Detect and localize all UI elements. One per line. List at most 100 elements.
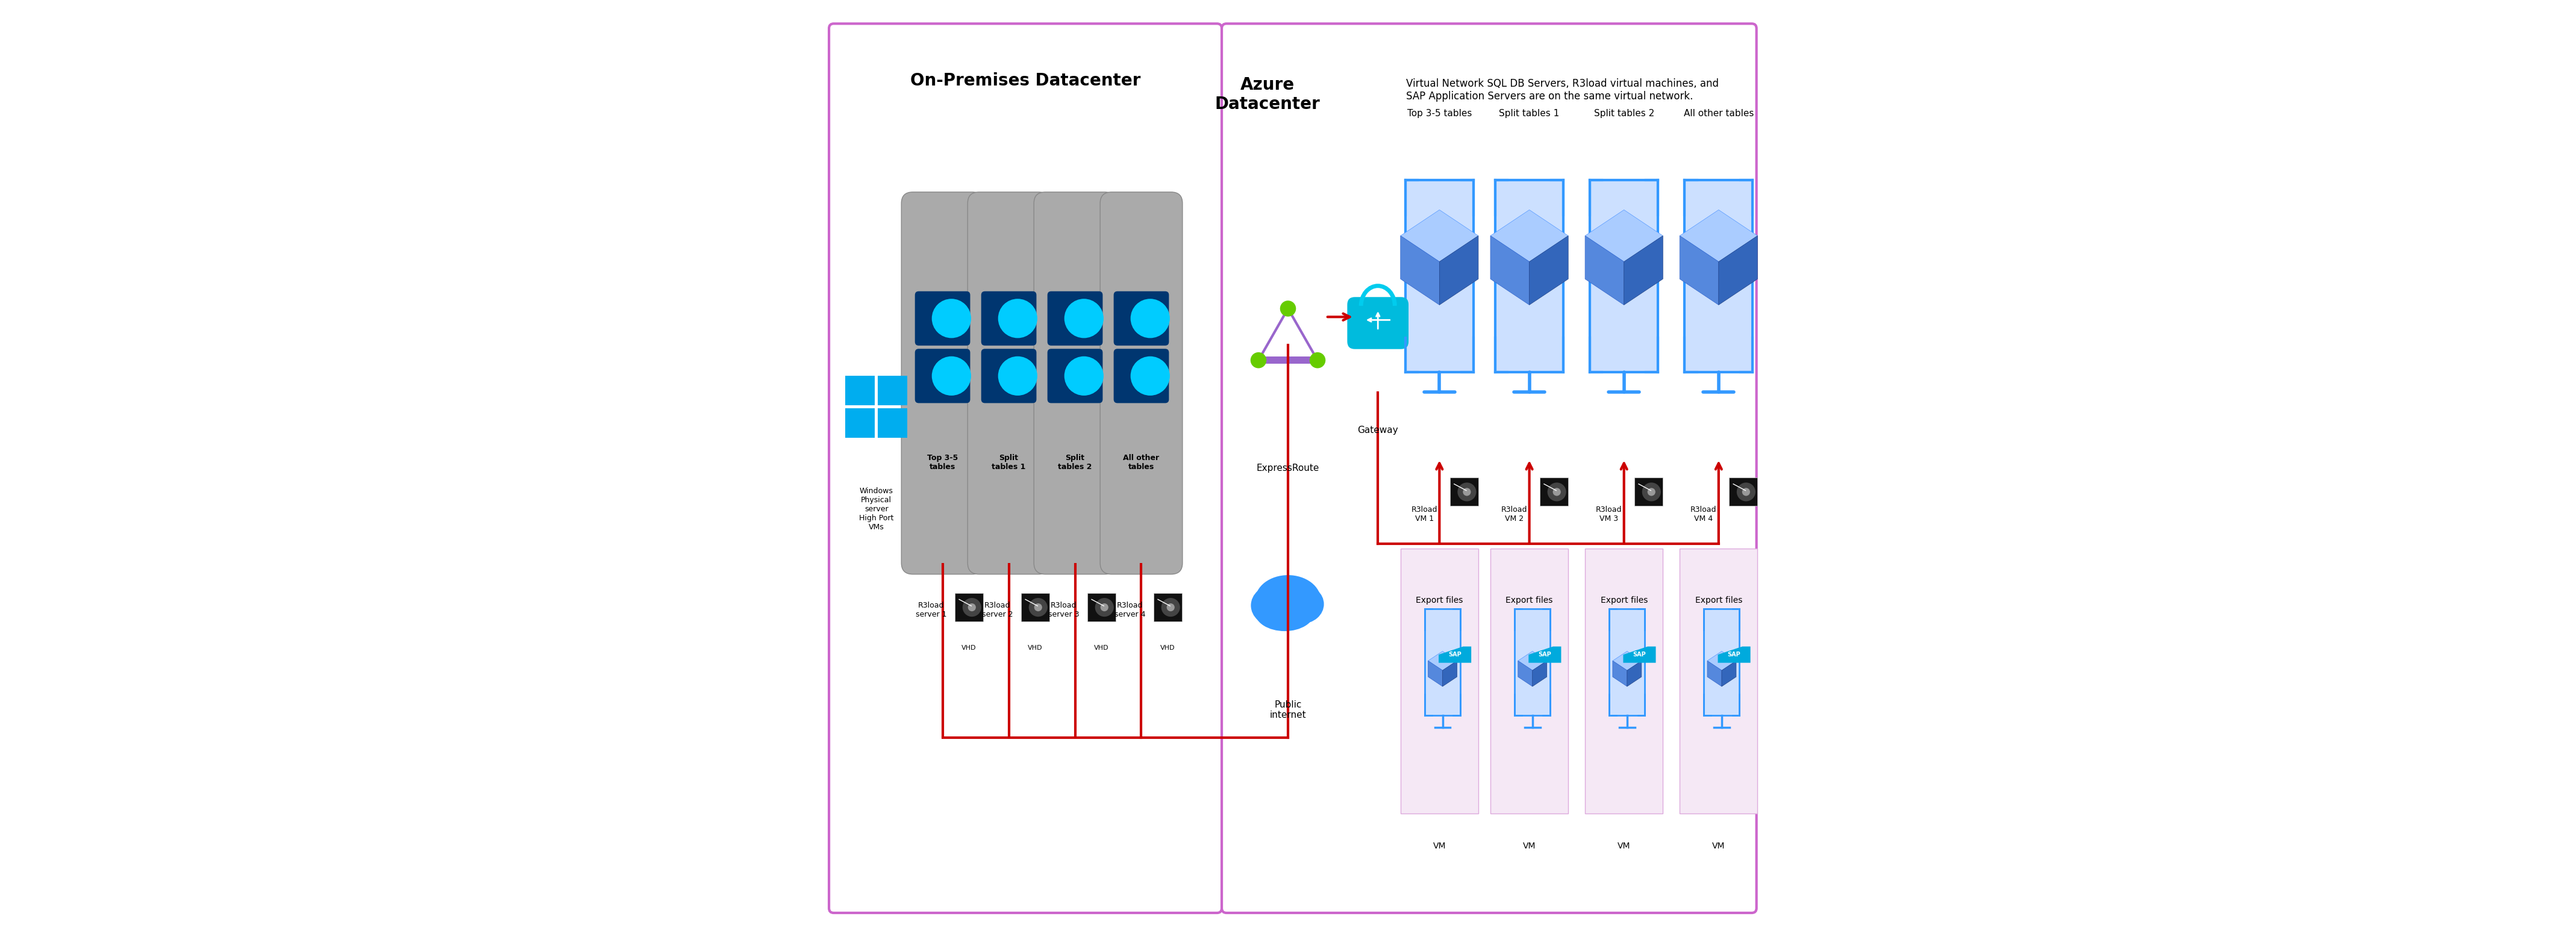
Bar: [1728, 478, 1757, 506]
Bar: [1633, 478, 1662, 506]
Text: Split tables 1: Split tables 1: [1499, 109, 1558, 118]
Polygon shape: [1492, 236, 1530, 305]
Text: VHD: VHD: [961, 645, 976, 651]
Text: Virtual Network SQL DB Servers, R3load virtual machines, and
SAP Application Ser: Virtual Network SQL DB Servers, R3load v…: [1406, 79, 1718, 101]
Text: R3load
VM 1: R3load VM 1: [1412, 506, 1437, 523]
Polygon shape: [1718, 236, 1757, 305]
Ellipse shape: [1255, 575, 1321, 625]
FancyBboxPatch shape: [969, 192, 1051, 574]
Circle shape: [1249, 352, 1267, 368]
Polygon shape: [1584, 210, 1664, 262]
FancyBboxPatch shape: [914, 349, 971, 403]
Circle shape: [933, 299, 971, 338]
Text: Public
internet: Public internet: [1270, 700, 1306, 720]
Text: R3load
VM 4: R3load VM 4: [1690, 506, 1716, 523]
FancyBboxPatch shape: [1033, 192, 1115, 574]
Polygon shape: [1708, 661, 1721, 687]
FancyBboxPatch shape: [829, 24, 1221, 913]
Text: SAP: SAP: [1538, 652, 1551, 657]
Polygon shape: [1680, 236, 1718, 305]
FancyBboxPatch shape: [1347, 297, 1409, 349]
Text: Gateway: Gateway: [1358, 426, 1399, 435]
Circle shape: [1167, 604, 1175, 611]
Text: VM: VM: [1432, 842, 1445, 850]
Polygon shape: [1427, 661, 1443, 687]
Bar: [845, 376, 876, 405]
Text: R3load
server 1: R3load server 1: [914, 602, 948, 619]
Polygon shape: [1528, 646, 1561, 663]
FancyBboxPatch shape: [1048, 349, 1103, 403]
Circle shape: [1064, 299, 1103, 338]
Circle shape: [1553, 488, 1561, 496]
Bar: [878, 376, 907, 405]
Text: Top 3-5 tables: Top 3-5 tables: [1406, 109, 1471, 118]
Polygon shape: [1530, 236, 1569, 305]
Bar: [878, 409, 907, 438]
Circle shape: [1033, 604, 1043, 611]
Text: Azure
Datacenter: Azure Datacenter: [1213, 77, 1319, 113]
Text: R3load
server 2: R3load server 2: [981, 602, 1012, 619]
Text: Split tables 2: Split tables 2: [1595, 109, 1654, 118]
Circle shape: [1131, 357, 1170, 395]
FancyBboxPatch shape: [1113, 349, 1170, 403]
Circle shape: [1649, 488, 1656, 496]
FancyBboxPatch shape: [1100, 192, 1182, 574]
Polygon shape: [1401, 236, 1440, 305]
Circle shape: [1280, 301, 1296, 317]
Circle shape: [1741, 488, 1749, 496]
Bar: [1685, 180, 1752, 373]
Bar: [1401, 549, 1479, 814]
FancyBboxPatch shape: [914, 291, 971, 345]
Text: VHD: VHD: [1159, 645, 1175, 651]
Circle shape: [1028, 598, 1048, 617]
Polygon shape: [1517, 651, 1546, 671]
Circle shape: [1100, 604, 1108, 611]
Polygon shape: [1437, 646, 1471, 663]
Ellipse shape: [1252, 585, 1298, 626]
Circle shape: [1162, 598, 1180, 617]
FancyBboxPatch shape: [1113, 291, 1170, 345]
FancyBboxPatch shape: [902, 192, 984, 574]
Text: All other tables: All other tables: [1685, 109, 1754, 118]
Text: ExpressRoute: ExpressRoute: [1257, 464, 1319, 473]
Text: Export files: Export files: [1695, 596, 1741, 604]
Ellipse shape: [1278, 585, 1324, 623]
Bar: [1540, 478, 1569, 506]
Polygon shape: [1613, 651, 1641, 671]
Polygon shape: [1533, 661, 1546, 687]
Ellipse shape: [1255, 593, 1314, 631]
Circle shape: [1641, 482, 1662, 501]
Bar: [1492, 549, 1569, 814]
Bar: [1020, 593, 1048, 622]
Polygon shape: [1708, 651, 1736, 671]
Circle shape: [1131, 299, 1170, 338]
Polygon shape: [1492, 210, 1569, 262]
Polygon shape: [1517, 661, 1533, 687]
Circle shape: [933, 357, 971, 395]
Circle shape: [1458, 482, 1476, 501]
Circle shape: [963, 598, 981, 617]
Polygon shape: [1628, 661, 1641, 687]
Text: Export files: Export files: [1417, 596, 1463, 604]
Circle shape: [1548, 482, 1566, 501]
Polygon shape: [1721, 661, 1736, 687]
Text: Export files: Export files: [1600, 596, 1649, 604]
Text: SAP: SAP: [1633, 652, 1646, 657]
Circle shape: [1309, 352, 1327, 368]
Text: VM: VM: [1522, 842, 1535, 850]
Text: R3load
server 4: R3load server 4: [1115, 602, 1146, 619]
FancyBboxPatch shape: [1048, 291, 1103, 345]
Bar: [1589, 180, 1659, 373]
Bar: [1425, 608, 1461, 715]
FancyBboxPatch shape: [981, 349, 1036, 403]
Circle shape: [1095, 598, 1113, 617]
Text: R3load
VM 2: R3load VM 2: [1502, 506, 1528, 523]
Bar: [1584, 549, 1662, 814]
Bar: [956, 593, 984, 622]
Polygon shape: [1401, 210, 1479, 262]
Bar: [1494, 180, 1564, 373]
Text: Top 3-5
tables: Top 3-5 tables: [927, 454, 958, 471]
Text: R3load
server 3: R3load server 3: [1048, 602, 1079, 619]
Text: VM: VM: [1618, 842, 1631, 850]
Text: SAP: SAP: [1728, 652, 1741, 657]
